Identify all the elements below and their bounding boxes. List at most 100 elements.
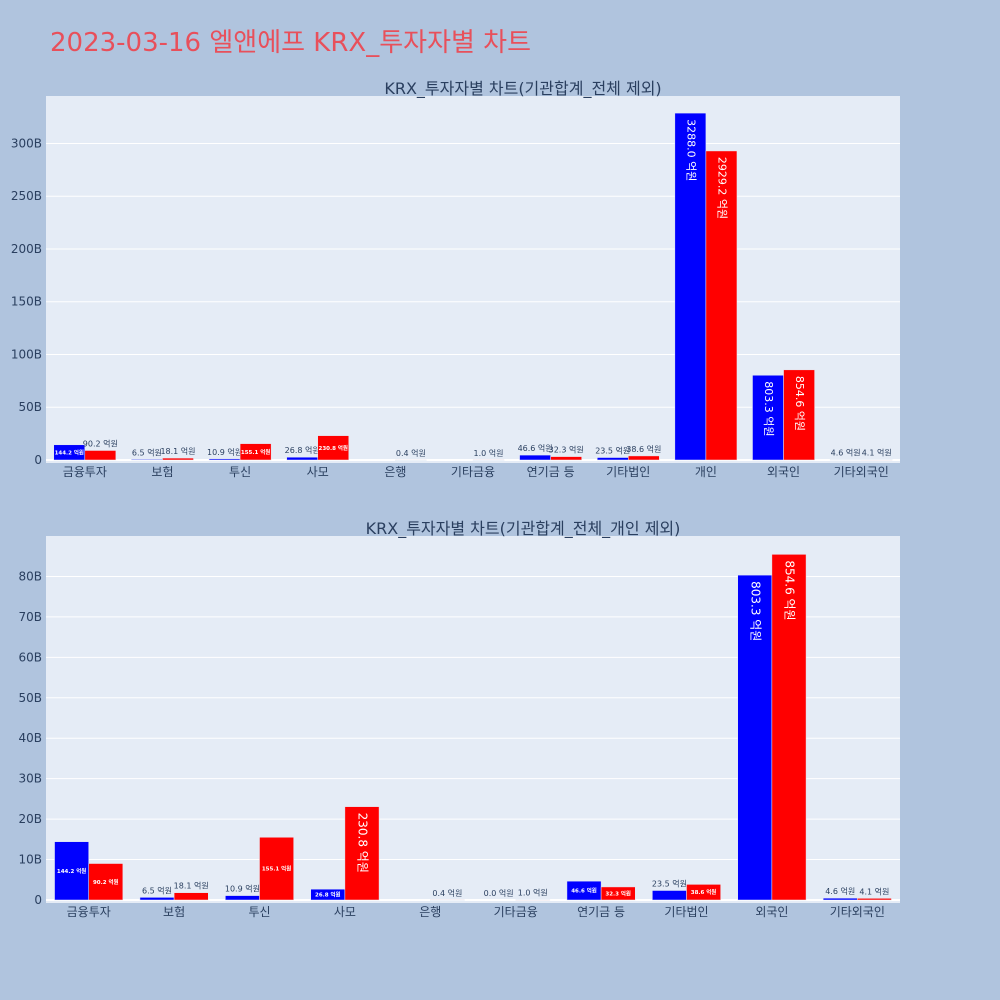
bar (829, 459, 862, 461)
bar (857, 898, 892, 901)
bar (286, 456, 318, 461)
x-tick-label: 보험 (163, 905, 185, 919)
data-label: 4.1 억원 (862, 448, 892, 458)
data-label: 1.0 억원 (474, 448, 504, 458)
data-label: 803.3 억원 (762, 381, 775, 436)
chart-2: 0 10B 20B 30B 40B 50B 60B 70B 80B KRX_투자자별 차트(기관합… (18, 519, 900, 919)
y-tick-label: 300B (11, 136, 42, 150)
data-label: 3288.0 억원 (684, 119, 697, 181)
y-tick-label: 60B (18, 650, 42, 664)
data-label: 46.6 억원 (571, 887, 597, 895)
bar (317, 435, 350, 461)
x-tick-label: 은행 (419, 904, 441, 919)
data-label: 2929.2 억원 (715, 157, 728, 219)
data-label: 10.9 억원 (225, 884, 260, 894)
x-tick-label: 금융투자 (63, 465, 107, 479)
x-tick-label: 보험 (151, 465, 173, 479)
bar (395, 459, 427, 461)
bar (344, 806, 380, 901)
y-tick-label: 80B (18, 569, 42, 583)
x-tick-label: 기타금융 (494, 905, 538, 919)
bar (162, 457, 194, 461)
bar (239, 443, 272, 461)
y-tick-label: 40B (18, 731, 42, 745)
bar (208, 458, 241, 461)
bar (860, 459, 893, 461)
x-tick-label: 투신 (229, 465, 251, 479)
bar (600, 886, 636, 901)
bar (519, 454, 551, 461)
y-tick-label: 200B (11, 242, 42, 256)
data-label: 0.4 억원 (396, 448, 426, 458)
data-label: 26.8 억원 (315, 891, 341, 899)
x-tick-label: 기타법인 (606, 465, 650, 479)
bar (259, 837, 294, 901)
bar (783, 369, 815, 461)
y-tick-label: 50B (18, 691, 42, 705)
data-label: 0.4 억원 (432, 888, 462, 898)
data-label: 10.9 억원 (207, 447, 242, 457)
bar (628, 455, 660, 461)
bar (652, 890, 687, 901)
chart-title: KRX_투자자별 차트(기관합계_전체_개인 제외) (366, 519, 681, 539)
bar (173, 892, 209, 901)
y-tick-label: 100B (11, 347, 42, 361)
page-title: 2023-03-16 엘앤에프 KRX_투자자별 차트 (50, 28, 532, 58)
bar (131, 459, 163, 461)
data-label: 32.3 억원 (605, 889, 631, 897)
data-label: 46.6 억원 (518, 443, 553, 453)
y-tick-label: 0 (34, 453, 42, 467)
bar (686, 884, 721, 901)
data-label: 6.5 억원 (132, 447, 162, 457)
bar (752, 374, 784, 461)
bar (596, 457, 629, 461)
data-label: 854.6 억원 (793, 376, 806, 431)
bar (88, 863, 124, 901)
data-label: 230.8 억원 (319, 444, 348, 452)
data-label: 1.0 억원 (518, 888, 548, 898)
x-tick-label: 사모 (307, 465, 329, 479)
data-label: 90.2 억원 (93, 878, 119, 886)
x-tick-label: 외국인 (755, 905, 788, 919)
y-tick-label: 0 (34, 893, 42, 907)
bar (550, 456, 582, 461)
data-label: 18.1 억원 (160, 446, 195, 456)
data-label: 4.6 억원 (831, 448, 861, 458)
x-tick-label: 은행 (384, 464, 406, 479)
data-label: 23.5 억원 (652, 878, 687, 888)
x-tick-label: 기타외국인 (834, 465, 889, 479)
bar (822, 897, 858, 901)
data-label: 854.6 억원 (782, 560, 796, 620)
bar (771, 554, 807, 901)
x-tick-label: 투신 (248, 905, 270, 919)
y-tick-label: 20B (18, 812, 42, 826)
data-label: 4.6 억원 (825, 886, 855, 896)
data-label: 0.0 억원 (484, 888, 514, 898)
bar (705, 150, 738, 461)
data-label: 38.6 억원 (626, 444, 661, 454)
x-tick-label: 사모 (334, 905, 356, 919)
x-tick-label: 연기금 등 (577, 905, 625, 919)
bar (472, 459, 505, 461)
chart-title: KRX_투자자별 차트(기관합계_전체 제외) (384, 79, 661, 99)
data-label: 144.2 억원 (57, 867, 86, 875)
bar (84, 450, 117, 461)
x-tick-label: 외국인 (767, 465, 800, 479)
data-label: 90.2 억원 (83, 438, 118, 448)
data-label: 144.2 억원 (55, 448, 84, 456)
data-label: 230.8 억원 (355, 813, 369, 873)
data-label: 23.5 억원 (595, 446, 630, 456)
y-tick-label: 150B (11, 295, 42, 309)
bar (139, 897, 175, 901)
data-label: 155.1 억원 (241, 448, 270, 456)
x-tick-label: 연기금 등 (527, 465, 575, 479)
data-label: 26.8 억원 (285, 445, 320, 455)
chart-1: 0 50B 100B 150B 200B 250B 300B KRX_투자자별 차트(기관합계… (11, 79, 900, 479)
data-label: 155.1 억원 (262, 865, 291, 873)
x-tick-label: 기타법인 (664, 905, 708, 919)
data-label: 32.3 억원 (549, 445, 584, 455)
x-tick-label: 기타외국인 (830, 905, 885, 919)
y-tick-label: 50B (18, 400, 42, 414)
y-tick-label: 30B (18, 772, 42, 786)
